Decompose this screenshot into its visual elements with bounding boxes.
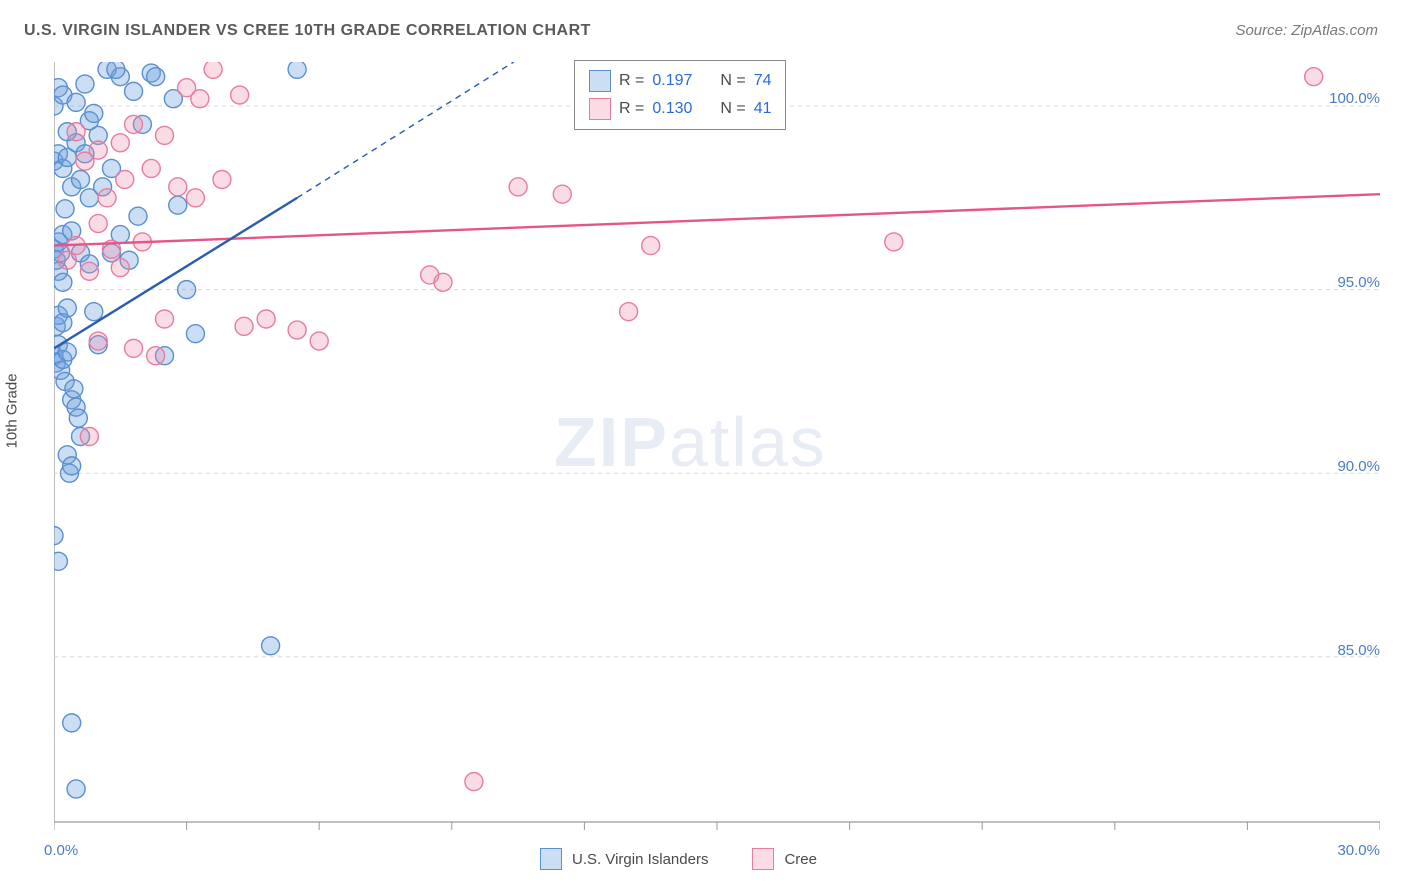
legend-swatch-0 bbox=[589, 70, 611, 92]
x-tick-0: 0.0% bbox=[44, 842, 78, 859]
y-tick-85: 85.0% bbox=[1337, 642, 1380, 659]
series-legend: U.S. Virgin Islanders Cree bbox=[540, 848, 817, 870]
source-attribution: Source: ZipAtlas.com bbox=[1235, 22, 1378, 39]
scatter-chart-svg bbox=[54, 62, 1380, 862]
x-tick-30: 30.0% bbox=[1337, 842, 1380, 859]
legend-bottom-label-1: Cree bbox=[784, 851, 817, 868]
legend-row-series-1: R = 0.130 N = 41 bbox=[589, 95, 771, 123]
y-tick-95: 95.0% bbox=[1337, 274, 1380, 291]
chart-title: U.S. VIRGIN ISLANDER VS CREE 10TH GRADE … bbox=[24, 22, 591, 40]
legend-n-value: 74 bbox=[754, 72, 772, 90]
y-tick-90: 90.0% bbox=[1337, 458, 1380, 475]
legend-row-series-0: R = 0.197 N = 74 bbox=[589, 67, 771, 95]
correlation-legend: R = 0.197 N = 74 R = 0.130 N = 41 bbox=[574, 60, 786, 130]
legend-bottom-label-0: U.S. Virgin Islanders bbox=[572, 851, 708, 868]
y-tick-100: 100.0% bbox=[1329, 90, 1380, 107]
legend-r-value: 0.197 bbox=[652, 72, 702, 90]
legend-r-label: R = bbox=[619, 100, 644, 118]
legend-bottom-swatch-1 bbox=[752, 848, 774, 870]
legend-n-value: 41 bbox=[754, 100, 772, 118]
legend-n-label: N = bbox=[720, 100, 745, 118]
chart-area: ZIPatlas R = 0.197 N = 74 R = 0.130 N = … bbox=[54, 62, 1380, 822]
y-axis-label: 10th Grade bbox=[4, 373, 21, 448]
legend-swatch-1 bbox=[589, 98, 611, 120]
legend-r-label: R = bbox=[619, 72, 644, 90]
legend-r-value: 0.130 bbox=[652, 100, 702, 118]
legend-n-label: N = bbox=[720, 72, 745, 90]
legend-bottom-swatch-0 bbox=[540, 848, 562, 870]
